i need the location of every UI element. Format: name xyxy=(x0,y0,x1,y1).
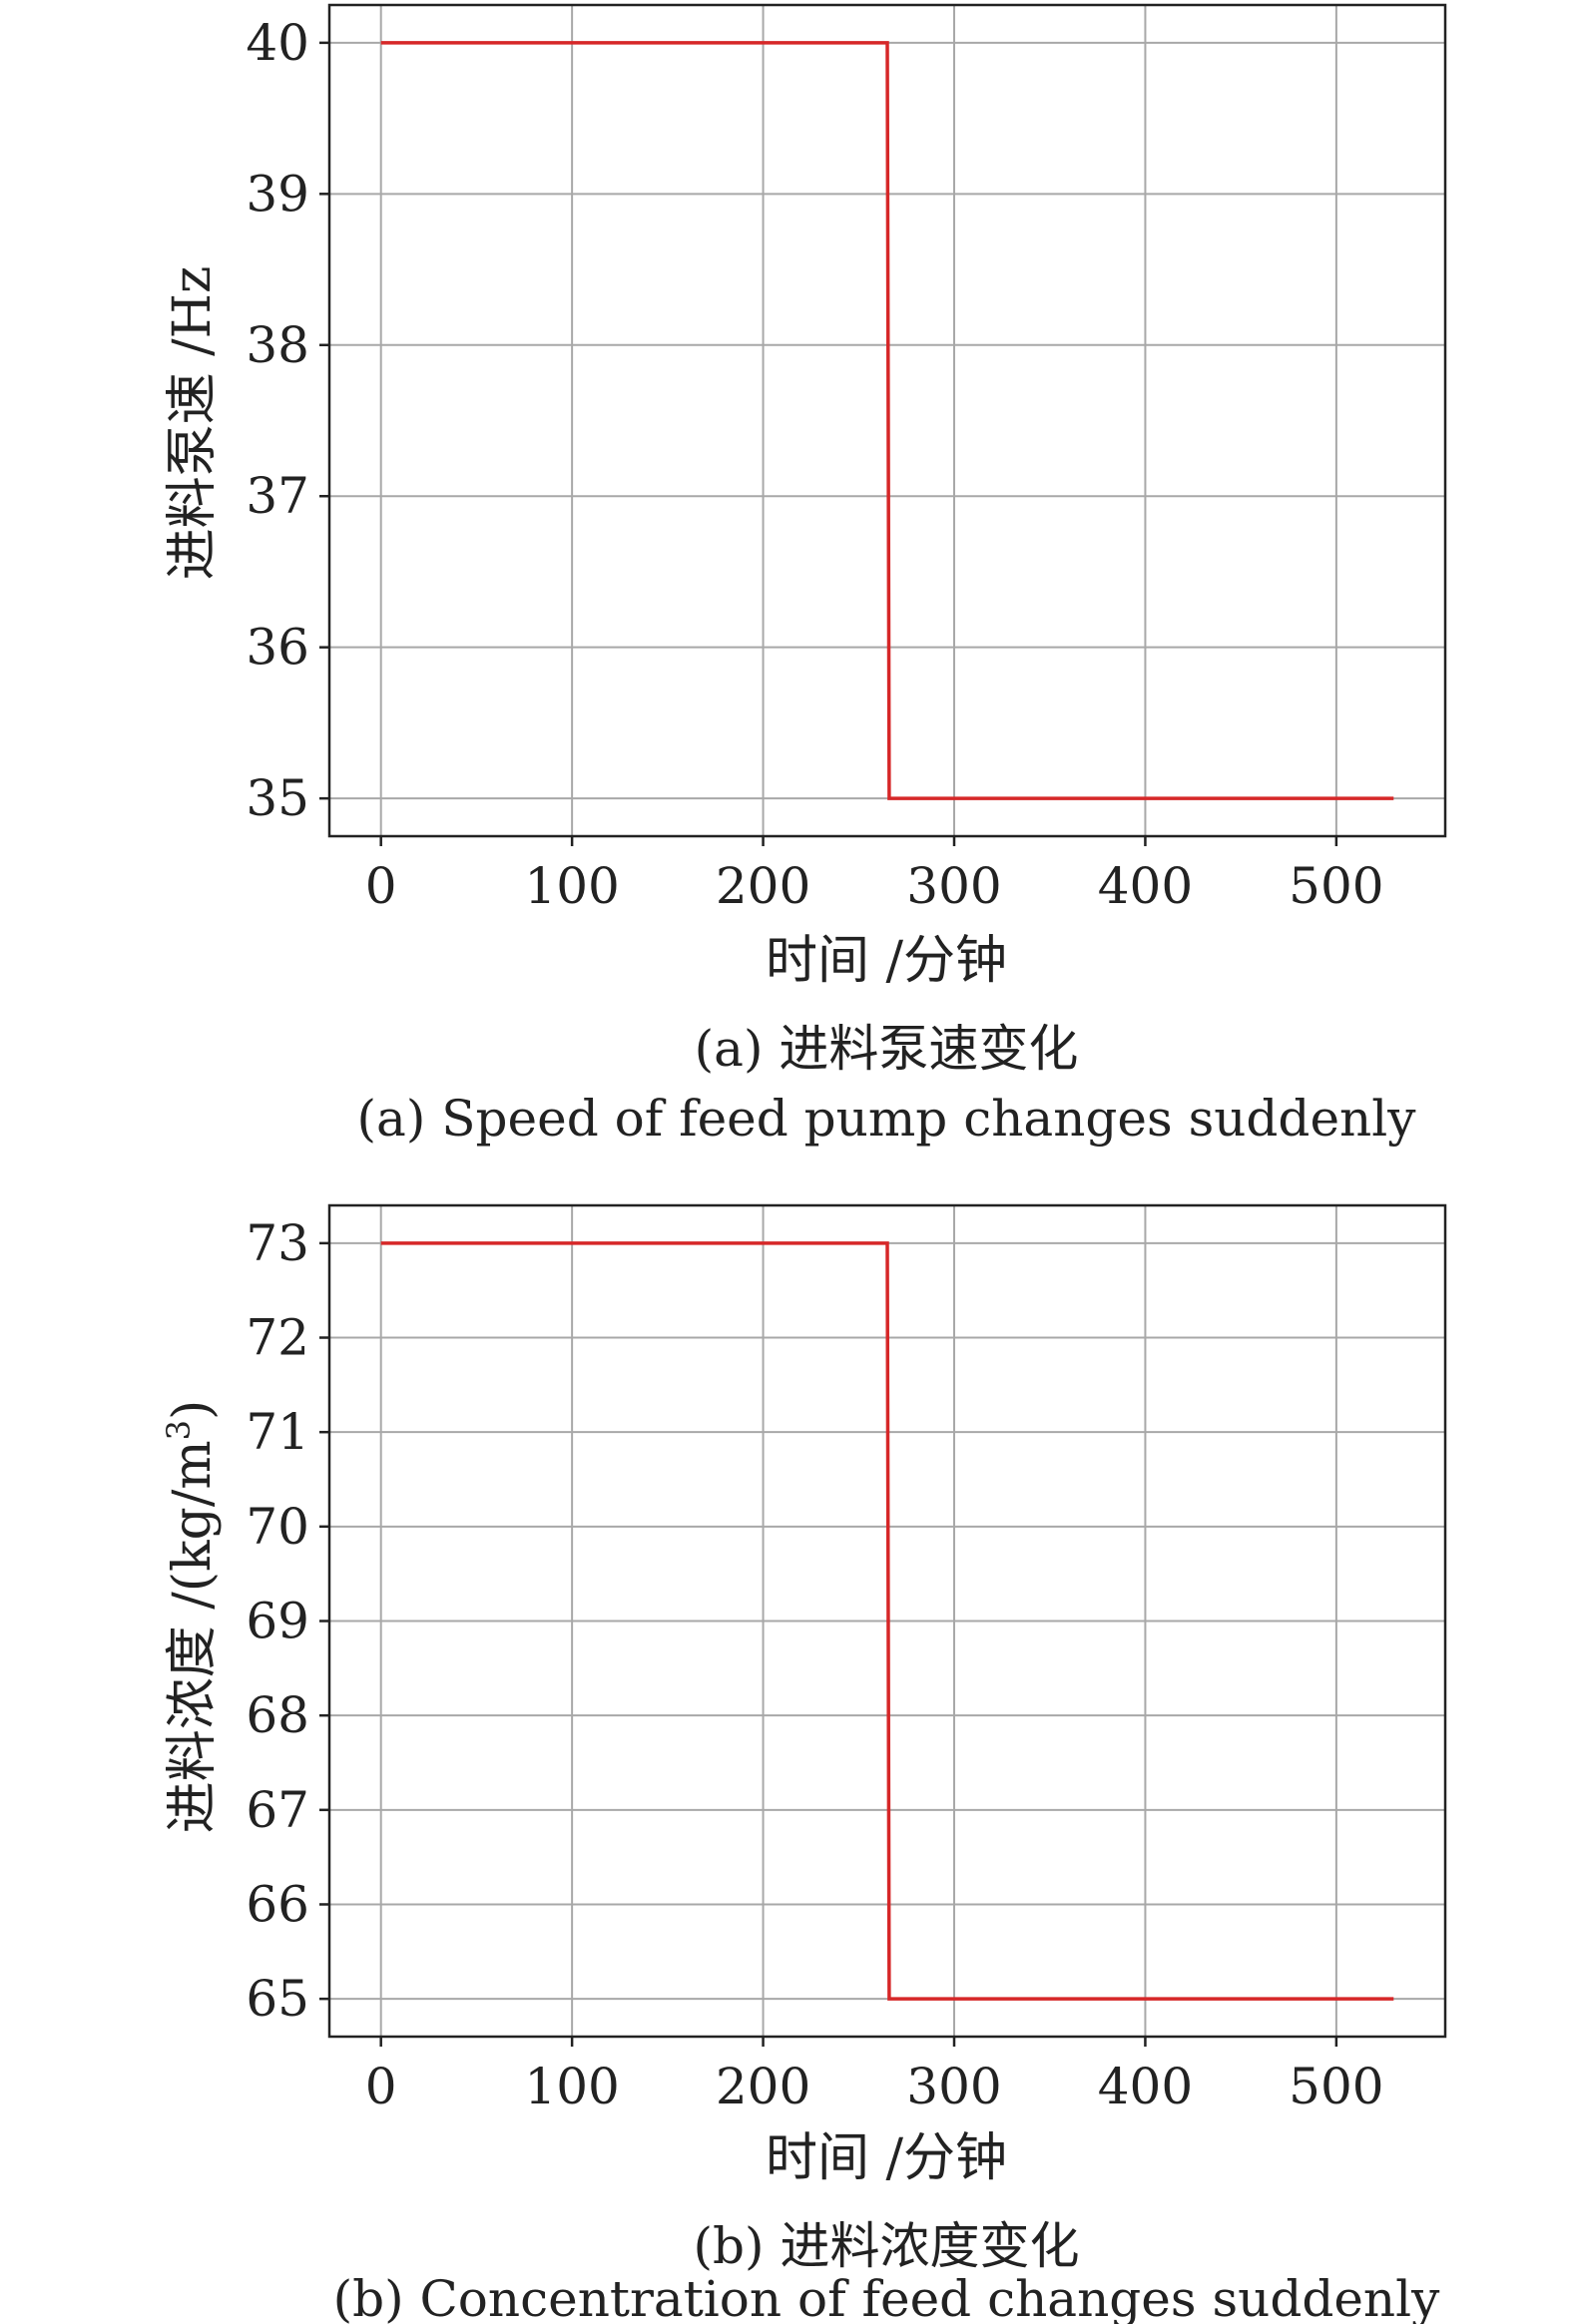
chart-b-xtick-label-0: 0 xyxy=(365,2058,397,2115)
chart-a-ylabel: 进料泵速 /Hz xyxy=(163,266,223,581)
chart-a-caption-en: (a) Speed of feed pump changes suddenly xyxy=(357,1090,1417,1148)
chart-b-ytick-label-2: 67 xyxy=(246,1781,309,1839)
chart-a-caption-cn: (a) 进料泵速变化 xyxy=(695,1020,1079,1078)
chart-b-ytick-label-4: 69 xyxy=(246,1593,309,1650)
chart-a-series-line-0 xyxy=(380,41,1394,800)
chart-a-ytick-label-3: 38 xyxy=(246,316,309,374)
chart-a-ticks: 0 100 200 300 400 500 35 36 37 38 39 40 xyxy=(246,14,1383,915)
chart-a-xtick-label-3: 300 xyxy=(906,857,1001,915)
chart-b: 0 100 200 300 400 500 65 66 67 68 69 70 71 72 73 时间 /分… xyxy=(160,1203,1447,2324)
chart-b-ytick-label-3: 68 xyxy=(246,1686,309,1744)
chart-b-ytick-label-5: 70 xyxy=(246,1498,309,1556)
chart-b-ylabel-sup: 3 xyxy=(160,1420,198,1440)
chart-a-ytick-label-1: 36 xyxy=(246,619,309,677)
chart-b-ticks: 0 100 200 300 400 500 65 66 67 68 69 70 71 72 73 xyxy=(246,1214,1383,2115)
chart-a: 0 100 200 300 400 500 35 36 37 38 39 40 时间 /分钟 进料泵速… xyxy=(163,3,1447,1148)
chart-a-xtick-label-4: 400 xyxy=(1098,857,1193,915)
chart-b-ytick-label-1: 66 xyxy=(246,1875,309,1933)
chart-a-ytick-label-4: 39 xyxy=(246,165,309,223)
chart-a-xtick-label-2: 200 xyxy=(716,857,810,915)
chart-b-frame xyxy=(327,1203,1447,2039)
chart-b-xtick-label-3: 300 xyxy=(906,2058,1001,2115)
chart-b-xtick-label-4: 400 xyxy=(1098,2058,1193,2115)
chart-a-series xyxy=(380,41,1394,800)
chart-a-ytick-label-2: 37 xyxy=(246,467,309,525)
chart-b-caption-en: (b) Concentration of feed changes sudden… xyxy=(333,2270,1440,2324)
chart-b-ylabel: 进料浓度 /(kg/m3) xyxy=(160,1400,223,1834)
chart-b-xlabel: 时间 /分钟 xyxy=(766,2128,1007,2188)
chart-a-ytick-label-5: 40 xyxy=(246,14,309,72)
chart-b-ylabel-main: 进料浓度 /(kg/m xyxy=(163,1440,223,1833)
chart-b-ytick-label-8: 73 xyxy=(246,1214,309,1272)
chart-b-xtick-label-1: 100 xyxy=(524,2058,619,2115)
chart-a-ytick-label-0: 35 xyxy=(246,769,309,827)
chart-b-xtick-label-2: 200 xyxy=(716,2058,810,2115)
chart-a-frame xyxy=(327,3,1447,838)
chart-a-xtick-label-0: 0 xyxy=(365,857,397,915)
chart-b-series-line-0 xyxy=(380,1241,1394,2001)
chart-a-xtick-label-5: 500 xyxy=(1289,857,1383,915)
chart-b-ytick-label-0: 65 xyxy=(246,1970,309,2028)
chart-b-ytick-label-6: 71 xyxy=(246,1403,309,1461)
chart-b-caption-cn: (b) 进料浓度变化 xyxy=(694,2217,1080,2275)
chart-b-series xyxy=(380,1241,1394,2001)
chart-a-xlabel: 时间 /分钟 xyxy=(766,931,1007,991)
chart-a-xtick-label-1: 100 xyxy=(524,857,619,915)
chart-b-ytick-label-7: 72 xyxy=(246,1309,309,1367)
chart-b-ylabel-end: ) xyxy=(163,1400,223,1420)
chart-b-xtick-label-5: 500 xyxy=(1289,2058,1383,2115)
